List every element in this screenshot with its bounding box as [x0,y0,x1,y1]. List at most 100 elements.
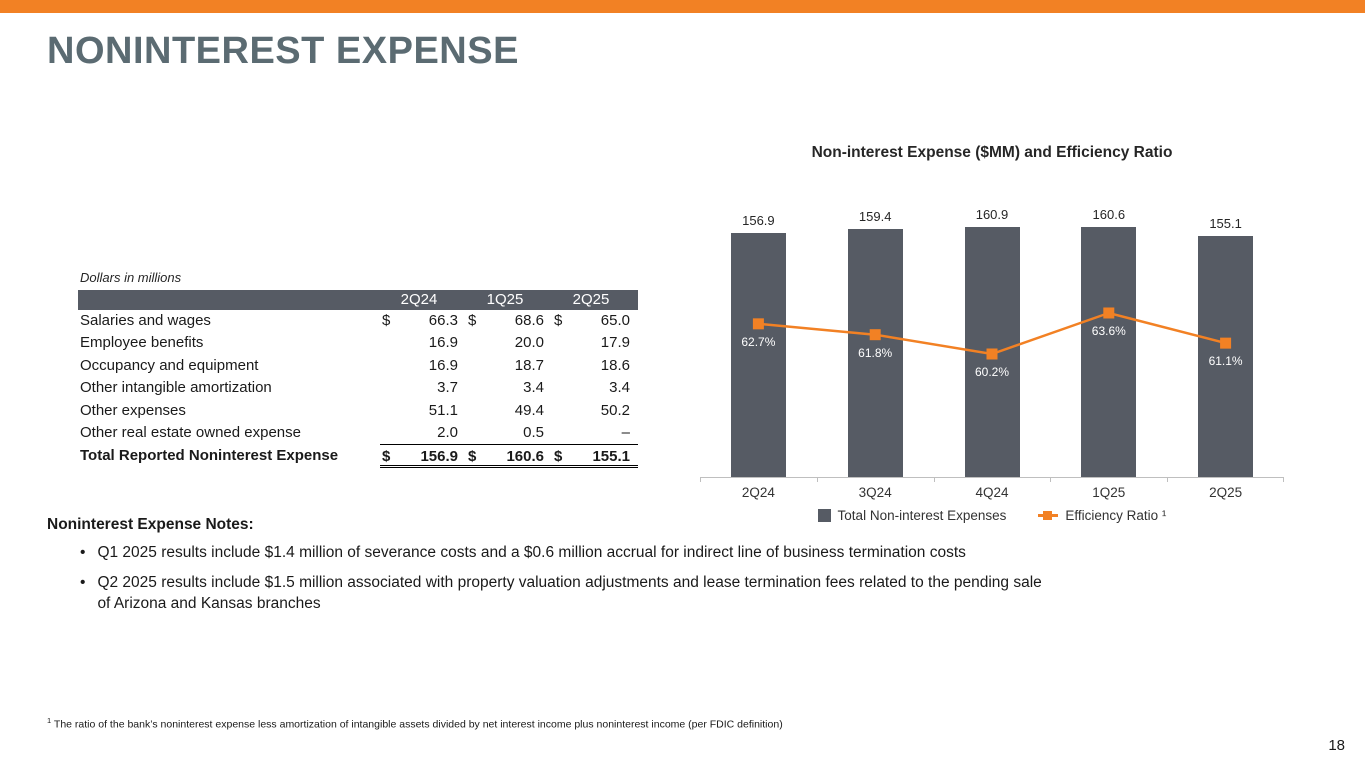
cell-value: 16.9 [428,356,458,374]
cell-value: 155.1 [592,448,630,466]
currency-symbol: $ [468,448,477,466]
legend-item-expenses: Total Non-interest Expenses [817,508,1007,523]
table-cell: $65.0 [552,310,638,332]
cell-value: 3.4 [523,379,544,397]
cell-value: 16.9 [428,334,458,352]
currency-symbol [380,422,382,444]
bar-value-label: 160.9 [975,207,1009,222]
cell-value: 156.9 [420,448,458,466]
table-cell: 3.4 [466,377,552,399]
cell-value: – [621,423,630,441]
cell-value: 66.3 [428,312,458,329]
row-label: Other intangible amortization [80,379,272,397]
footnote-text: The ratio of the bank’s noninterest expe… [53,718,783,731]
table-row: Other intangible amortization 3.7 3.4 3.… [78,377,638,399]
currency-symbol [380,400,382,422]
efficiency-ratio-label: 60.2% [974,364,1010,379]
cell-value: 17.9 [600,334,630,352]
table-row: Occupancy and equipment 16.9 18.7 18.6 [78,355,638,377]
notes-list: • Q1 2025 results include $1.4 million o… [80,543,1055,624]
chart-legend: Total Non-interest Expenses Efficiency R… [700,508,1284,523]
top-accent-bar [0,0,1365,13]
cell-value: 68.6 [514,312,544,329]
bullet-icon: • [80,544,86,561]
table-cell: 17.9 [552,332,638,354]
currency-symbol [380,377,382,399]
row-label: Employee benefits [80,334,204,352]
efficiency-ratio-label: 61.1% [1208,354,1243,369]
currency-symbol: $ [554,312,563,329]
currency-symbol [466,355,468,377]
cell-value: 3.4 [609,379,630,397]
table-cell: 20.0 [466,332,552,354]
col-header-2q25: 2Q25 [572,291,610,308]
currency-symbol [552,377,554,399]
cell-value: 51.1 [428,401,458,419]
table-cell: 49.4 [466,400,552,422]
efficiency-ratio-label: 61.8% [858,345,893,360]
table-row: Other real estate owned expense 2.0 0.5 … [78,422,638,444]
bar-value-label: 160.6 [1092,207,1126,222]
row-label: Other real estate owned expense [80,423,301,441]
table-row: Salaries and wages $66.3 $68.6 $65.0 [78,310,638,332]
table-cell: 16.9 [380,332,466,354]
currency-symbol [552,332,554,354]
expense-bar [1198,236,1254,477]
slide-title: NONINTEREST EXPENSE [47,30,519,72]
x-axis-label: 2Q25 [1209,485,1243,500]
expense-efficiency-chart: Non-interest Expense ($MM) and Efficienc… [700,140,1284,550]
currency-symbol: $ [468,312,477,329]
line-series-swatch [1038,509,1059,522]
table-cell: 18.7 [466,355,552,377]
notes-heading: Noninterest Expense Notes: [47,516,254,533]
x-axis-label: 4Q24 [975,485,1009,500]
total-row-label: Total Reported Noninterest Expense [80,447,339,465]
table-row: Employee benefits 16.9 20.0 17.9 [78,332,638,354]
currency-symbol: $ [382,448,391,466]
currency-symbol: $ [382,312,391,329]
note-bullet: • Q2 2025 results include $1.5 million a… [80,573,1055,614]
row-label: Occupancy and equipment [80,356,259,374]
x-axis-tick [700,477,701,482]
efficiency-ratio-label: 63.6% [1091,323,1126,338]
bar-value-label: 156.9 [742,213,775,228]
note-text: Q1 2025 results include $1.4 million of … [97,544,966,561]
legend-label-expenses: Total Non-interest Expenses [837,508,1007,523]
currency-symbol [466,400,468,422]
cell-value: 3.7 [437,379,458,397]
table-cell: – [552,422,638,444]
chart-title: Non-interest Expense ($MM) and Efficienc… [811,144,1173,161]
chart-plot: 156.9 2Q24 159.4 3Q24 160.9 4Q24 160.6 1Q25 155.… [700,140,1284,540]
col-header-1q25: 1Q25 [486,291,524,308]
table-cell: 51.1 [380,400,466,422]
bar-value-label: 159.4 [858,209,892,224]
currency-symbol [380,355,382,377]
cell-value: 18.6 [600,356,630,374]
expense-bar [730,233,786,477]
expense-bar [964,227,1020,477]
table-header-row: 2Q24 1Q25 2Q25 [78,290,638,310]
x-axis-tick [933,477,935,482]
table-total-row: Total Reported Noninterest Expense $156.… [78,444,638,469]
legend-marker-icon [1043,511,1053,520]
page-number: 18 [1328,737,1345,754]
table-cell: $155.1 [552,444,638,469]
note-text: Q2 2025 results include $1.5 million ass… [97,574,1042,612]
table-cell: 0.5 [466,422,552,444]
cell-value: 49.4 [514,401,544,419]
currency-symbol [466,422,468,444]
table-cell: 50.2 [552,400,638,422]
currency-symbol [380,332,382,354]
cell-value: 50.2 [600,401,630,419]
table-cell: 2.0 [380,422,466,444]
table-cell: 18.6 [552,355,638,377]
legend-item-efficiency: Efficiency Ratio ¹ [1038,508,1166,523]
currency-symbol [552,422,554,444]
x-axis-tick [1050,477,1052,482]
expense-bar [1081,227,1137,477]
currency-symbol [552,355,554,377]
header-spacer [78,290,380,310]
efficiency-ratio-label: 62.7% [741,334,776,349]
x-axis-tick [816,477,818,482]
bullet-icon: • [80,574,86,592]
